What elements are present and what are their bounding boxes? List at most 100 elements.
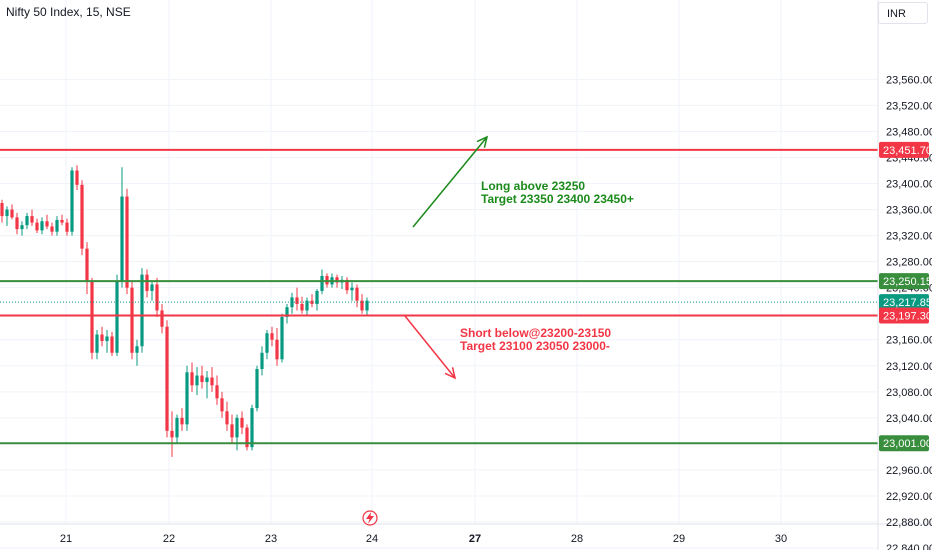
candle bbox=[300, 296, 304, 314]
x-tick-label: 23 bbox=[265, 533, 277, 545]
candle bbox=[75, 165, 79, 191]
candle bbox=[10, 204, 14, 220]
level-lines bbox=[0, 148, 878, 445]
candle bbox=[255, 365, 259, 412]
candle bbox=[305, 297, 309, 316]
candle bbox=[175, 414, 179, 444]
candle bbox=[345, 277, 349, 295]
candle bbox=[65, 218, 69, 236]
price-tag: 23,001.00 bbox=[879, 435, 932, 452]
x-tick-label: 21 bbox=[60, 533, 72, 545]
candle bbox=[60, 214, 64, 226]
time-axis: 21 22 23 24 27 28 29 30 bbox=[60, 533, 787, 545]
candle bbox=[5, 206, 9, 226]
y-tick-label: 22,880.00 bbox=[886, 517, 932, 529]
candle bbox=[150, 281, 154, 301]
y-tick-label: 23,080.00 bbox=[886, 387, 932, 399]
candle bbox=[280, 313, 284, 363]
candles bbox=[0, 165, 369, 457]
short-arrow[interactable] bbox=[404, 315, 457, 380]
candle bbox=[15, 212, 19, 235]
trend-arrows bbox=[404, 135, 489, 380]
svg-text:23,451.70: 23,451.70 bbox=[883, 145, 932, 157]
y-tick-label: 22,840.00 bbox=[886, 543, 932, 550]
candle bbox=[155, 277, 159, 317]
candle bbox=[260, 346, 264, 376]
candle bbox=[125, 188, 129, 295]
y-tick-label: 23,280.00 bbox=[886, 257, 932, 269]
y-tick-label: 22,920.00 bbox=[886, 491, 932, 503]
x-tick-label: 27 bbox=[469, 533, 481, 545]
candle bbox=[360, 294, 364, 314]
x-tick-label: 28 bbox=[571, 533, 583, 545]
svg-text:23,217.85: 23,217.85 bbox=[883, 297, 932, 309]
price-tag: 23,250.15 bbox=[879, 273, 932, 290]
annotation-text: Long above 23250 bbox=[481, 179, 585, 193]
candle bbox=[290, 292, 294, 314]
price-tag: 23,197.30 bbox=[879, 307, 932, 324]
candle bbox=[275, 328, 279, 366]
candle bbox=[25, 212, 29, 230]
candle bbox=[165, 320, 169, 438]
candle bbox=[55, 216, 59, 236]
y-tick-label: 22,960.00 bbox=[886, 465, 932, 477]
candle bbox=[50, 222, 54, 236]
candle bbox=[355, 284, 359, 308]
candle bbox=[230, 414, 234, 444]
y-tick-label: 23,320.00 bbox=[886, 231, 932, 243]
y-tick-label: 23,520.00 bbox=[886, 100, 932, 112]
chart-title: Nifty 50 Index, 15, NSE bbox=[6, 5, 131, 19]
candle bbox=[140, 268, 144, 353]
candle bbox=[80, 180, 84, 256]
grid-lines bbox=[0, 0, 878, 549]
candle bbox=[265, 329, 269, 360]
candle bbox=[70, 167, 74, 236]
candle bbox=[45, 214, 49, 230]
candle bbox=[200, 365, 204, 389]
y-tick-label: 23,040.00 bbox=[886, 413, 932, 425]
candle bbox=[100, 326, 104, 347]
candle bbox=[185, 365, 189, 431]
candle bbox=[295, 287, 299, 311]
candle bbox=[170, 411, 174, 457]
candle bbox=[160, 303, 164, 334]
svg-text:23,197.30: 23,197.30 bbox=[883, 310, 932, 322]
candle bbox=[40, 217, 44, 235]
candle bbox=[190, 362, 194, 392]
candle bbox=[95, 329, 99, 360]
candle bbox=[0, 199, 4, 223]
candle bbox=[225, 401, 229, 431]
x-tick-label: 30 bbox=[775, 533, 787, 545]
candle bbox=[130, 281, 134, 360]
svg-text:23,250.15: 23,250.15 bbox=[883, 276, 932, 288]
y-tick-label: 23,160.00 bbox=[886, 335, 932, 347]
candle bbox=[35, 218, 39, 233]
candle bbox=[315, 288, 319, 311]
x-tick-label: 29 bbox=[673, 533, 685, 545]
candle bbox=[135, 339, 139, 366]
candle bbox=[195, 367, 199, 396]
candle bbox=[180, 408, 184, 431]
x-tick-label: 24 bbox=[366, 533, 378, 545]
candle bbox=[105, 329, 109, 353]
candle bbox=[340, 275, 344, 289]
lightning-icon[interactable] bbox=[362, 510, 378, 526]
svg-text:23,001.00: 23,001.00 bbox=[883, 438, 932, 450]
candle bbox=[120, 167, 124, 288]
y-tick-label: 23,360.00 bbox=[886, 205, 932, 217]
candle bbox=[205, 370, 209, 399]
price-tag: 23,217.85 bbox=[879, 294, 932, 311]
currency-button[interactable]: INR bbox=[878, 2, 928, 24]
candle bbox=[210, 367, 214, 392]
y-tick-label: 23,480.00 bbox=[886, 126, 932, 138]
price-tag: 23,451.70 bbox=[879, 141, 932, 158]
candle bbox=[365, 297, 369, 316]
y-tick-label: 23,400.00 bbox=[886, 179, 932, 191]
annotation-text: Target 23100 23050 23000- bbox=[460, 339, 610, 353]
candle bbox=[235, 414, 239, 451]
candle bbox=[220, 391, 224, 418]
long-arrow[interactable] bbox=[412, 135, 489, 228]
candle bbox=[285, 303, 289, 324]
